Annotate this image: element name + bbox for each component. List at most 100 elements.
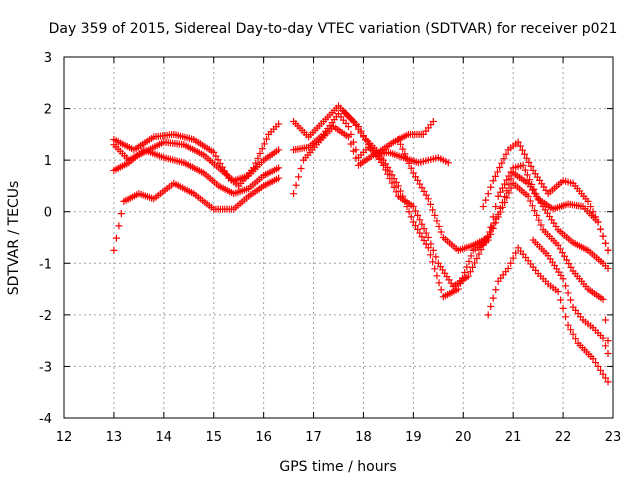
data-point bbox=[487, 183, 495, 191]
data-point bbox=[407, 213, 415, 221]
data-point bbox=[431, 211, 439, 219]
data-point bbox=[501, 193, 509, 201]
data-point bbox=[484, 234, 492, 241]
data-point bbox=[414, 211, 422, 219]
x-tick-label: 21 bbox=[505, 430, 522, 445]
data-point bbox=[429, 117, 437, 125]
x-tick-label: 19 bbox=[405, 430, 422, 445]
x-tick-label: 12 bbox=[56, 430, 73, 445]
data-point bbox=[420, 225, 428, 233]
data-point bbox=[594, 218, 602, 226]
data-point bbox=[212, 152, 220, 160]
data-point bbox=[416, 229, 424, 237]
data-point bbox=[514, 138, 522, 146]
x-tick-label: 16 bbox=[255, 430, 272, 445]
data-point bbox=[420, 187, 428, 195]
data-point bbox=[429, 258, 437, 266]
data-point bbox=[589, 355, 597, 363]
data-point bbox=[401, 150, 409, 158]
data-point bbox=[467, 252, 475, 260]
data-point bbox=[210, 148, 218, 156]
data-point bbox=[528, 180, 536, 188]
data-point bbox=[347, 130, 355, 138]
data-point bbox=[405, 208, 413, 216]
data-point bbox=[477, 246, 485, 254]
y-tick-label: -3 bbox=[39, 360, 52, 375]
axis-ticks bbox=[63, 56, 614, 419]
data-point bbox=[594, 362, 602, 370]
data-point bbox=[525, 158, 533, 166]
data-point bbox=[524, 192, 532, 200]
data-point bbox=[262, 135, 270, 143]
data-point bbox=[414, 225, 422, 233]
data-point bbox=[604, 246, 612, 254]
data-point bbox=[433, 217, 441, 225]
data-point bbox=[416, 180, 424, 188]
data-point bbox=[414, 176, 422, 184]
data-point bbox=[496, 188, 504, 196]
data-point bbox=[466, 268, 474, 276]
data-point bbox=[424, 234, 432, 241]
data-point bbox=[479, 241, 487, 249]
data-point bbox=[604, 264, 612, 272]
data-point bbox=[275, 120, 283, 128]
data-point bbox=[502, 150, 510, 158]
data-point bbox=[405, 159, 413, 167]
data-point bbox=[507, 168, 515, 176]
data-point bbox=[523, 154, 531, 162]
data-point bbox=[431, 265, 439, 273]
data-point bbox=[403, 155, 411, 163]
data-point bbox=[223, 171, 231, 179]
data-point bbox=[110, 246, 118, 254]
x-tick-label: 18 bbox=[355, 430, 372, 445]
data-point bbox=[489, 213, 497, 221]
data-point bbox=[290, 190, 298, 198]
data-point bbox=[504, 264, 512, 272]
x-tick-label: 15 bbox=[205, 430, 222, 445]
data-point bbox=[117, 210, 125, 218]
data-point bbox=[523, 171, 531, 179]
data-point bbox=[418, 220, 426, 228]
data-point bbox=[256, 150, 264, 158]
data-point bbox=[599, 232, 607, 240]
data-point bbox=[492, 286, 500, 294]
data-point bbox=[429, 206, 437, 214]
data-point bbox=[563, 256, 571, 264]
x-axis-label: GPS time / hours bbox=[279, 459, 396, 475]
x-tick-label: 22 bbox=[555, 430, 572, 445]
data-point bbox=[526, 197, 534, 205]
data-point bbox=[397, 140, 405, 148]
y-tick-label: 2 bbox=[44, 103, 52, 118]
data-point bbox=[386, 175, 394, 183]
data-point bbox=[218, 163, 226, 171]
data-point bbox=[564, 321, 572, 329]
data-point bbox=[567, 326, 575, 334]
data-point bbox=[426, 200, 434, 208]
data-point bbox=[250, 164, 258, 172]
data-point bbox=[527, 162, 535, 170]
data-point bbox=[554, 241, 562, 249]
data-point bbox=[498, 159, 506, 167]
data-point bbox=[535, 216, 543, 224]
data-point bbox=[482, 196, 490, 204]
data-point bbox=[496, 204, 504, 212]
data-point bbox=[496, 164, 504, 172]
data-point bbox=[509, 254, 517, 262]
data-point bbox=[505, 181, 513, 189]
data-point bbox=[427, 240, 435, 248]
data-point bbox=[567, 296, 575, 304]
data-point bbox=[559, 304, 567, 312]
data-point bbox=[528, 202, 536, 210]
data-point bbox=[505, 172, 513, 180]
series-track-f bbox=[290, 123, 452, 198]
data-point bbox=[516, 142, 524, 150]
data-point bbox=[418, 233, 426, 241]
y-tick-labels: -4 -3 -2 -1 0 1 2 3 bbox=[39, 51, 52, 427]
data-point bbox=[465, 257, 473, 265]
data-point bbox=[349, 138, 357, 146]
data-point bbox=[494, 210, 502, 218]
data-point bbox=[292, 181, 300, 189]
data-point bbox=[500, 155, 508, 163]
data-point bbox=[397, 187, 405, 195]
